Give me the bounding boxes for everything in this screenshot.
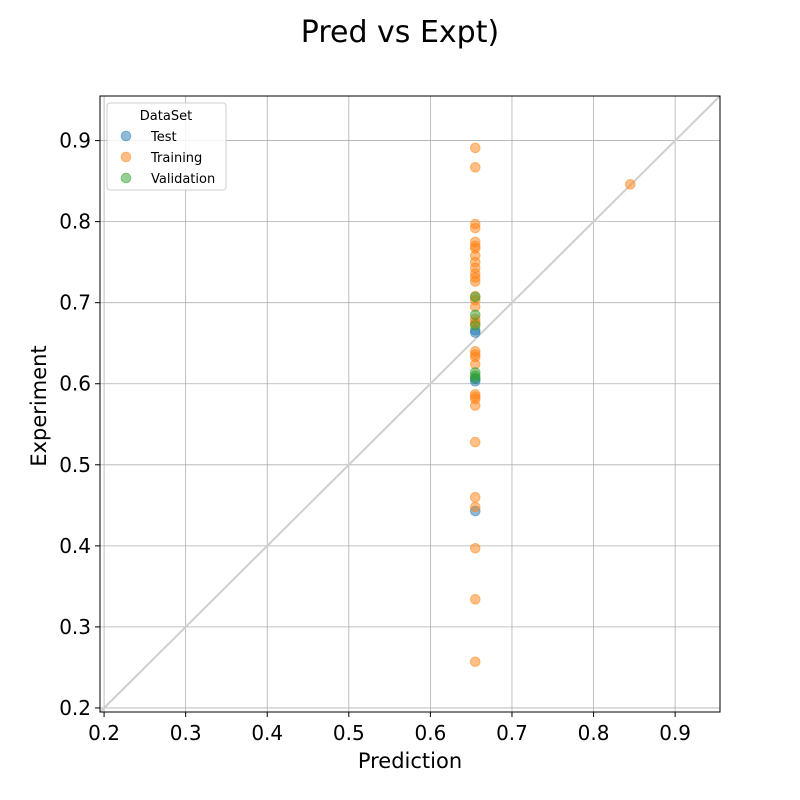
data-point [469,142,481,154]
x-tick-label: 0.2 [88,721,120,745]
data-point [469,542,481,554]
legend-marker [120,172,132,184]
data-point [469,436,481,448]
data-point [469,291,481,303]
legend-box [106,102,227,191]
identity-line [99,95,721,713]
data-point [469,162,481,173]
data-point [469,222,481,234]
legend-label: Test [150,130,177,145]
legend-marker [120,151,132,163]
grid-lines [100,96,720,712]
data-point [469,501,481,513]
x-tick-label: 0.7 [496,721,528,745]
y-tick-label: 0.6 [59,372,91,396]
identity-line-layer [99,95,721,713]
y-tick-label: 0.7 [59,291,91,315]
data-point [469,491,481,503]
legend-item-test: Test [120,130,177,145]
y-tick-label: 0.2 [59,696,91,720]
y-tick-label: 0.3 [59,615,91,639]
y-tick-label: 0.9 [59,129,91,153]
data-point [469,594,481,605]
legend-marker [120,130,132,142]
x-tick-label: 0.6 [414,721,446,745]
x-axis-ticks: 0.2 0.3 0.4 0.5 0.6 0.7 0.8 0.9 [88,712,691,745]
x-tick-label: 0.4 [251,721,283,745]
y-tick-label: 0.4 [59,534,91,558]
y-tick-label: 0.8 [59,210,91,234]
legend: DataSet Test Training Validation [106,102,227,191]
plot-area-frame [99,95,721,713]
data-point [469,372,481,384]
data-point [469,276,481,287]
data-point [469,656,481,668]
series-validation [469,291,481,384]
x-tick-label: 0.3 [170,721,202,745]
legend-label: Validation [151,172,215,187]
y-axis-label: Experiment [27,345,51,466]
data-points [469,142,636,668]
x-axis-label: Prediction [358,749,462,773]
legend-title: DataSet [140,109,192,124]
data-point [469,320,481,331]
x-tick-label: 0.5 [333,721,365,745]
legend-label: Training [150,151,202,166]
x-tick-label: 0.8 [578,721,610,745]
legend-item-training: Training [120,151,202,166]
y-tick-label: 0.5 [59,453,91,477]
y-axis-ticks: 0.2 0.3 0.4 0.5 0.6 0.7 0.8 0.9 [59,129,100,720]
data-point [469,400,481,411]
data-point [624,179,636,190]
data-point [469,309,481,321]
legend-item-validation: Validation [120,172,215,187]
chart-title: Pred vs Expt) [301,15,499,50]
x-tick-label: 0.9 [659,721,691,745]
